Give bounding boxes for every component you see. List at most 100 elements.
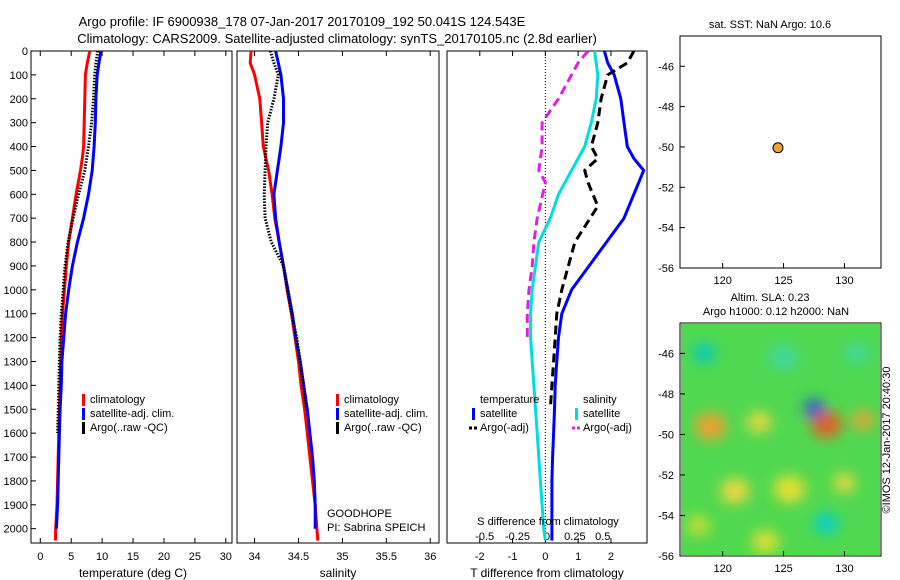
map-y-tick-label: -46: [658, 61, 674, 73]
s-tick-label: 0.25: [564, 531, 585, 543]
map-y-tick-label: -54: [658, 223, 674, 235]
temperature-xlabel: temperature (deg C): [79, 566, 187, 580]
legend-sal-satellite-swatch: [575, 408, 578, 420]
x-tick-label: 35.5: [376, 551, 397, 563]
sla-blob: [773, 475, 806, 503]
sla-map-ticks: 120 125 130 -46 -48 -50 -52 -54 -56: [658, 348, 854, 575]
legend-climatology-label: climatology: [344, 394, 400, 406]
sla-blob: [804, 399, 824, 417]
y-tick-label: 2000: [4, 524, 28, 536]
x-tick-label: 35: [336, 551, 348, 563]
legend-sal-argo-label: Argo(-adj): [583, 422, 632, 434]
title-line-2: Climatology: CARS2009. Satellite-adjuste…: [77, 31, 597, 46]
x-tick-label: 34: [248, 551, 260, 563]
y-tick-label: 800: [10, 237, 28, 249]
map-x-tick-label: 130: [835, 275, 853, 287]
pi-name: PI: Sabrina SPEICH: [327, 522, 425, 534]
x-tick-label: 34.5: [288, 551, 309, 563]
figure-title: Argo profile: IF 6900938_178 07-Jan-2017…: [77, 14, 597, 46]
sla-title-line-2: Argo h1000: 0.12 h2000: NaN: [703, 306, 849, 318]
legend-temp-satellite-swatch: [472, 408, 475, 420]
s-tick-label: 0.5: [595, 531, 610, 543]
x-tick-label: -2: [475, 551, 485, 563]
y-tick-label: 200: [10, 94, 28, 106]
legend-satellite-swatch: [336, 408, 339, 420]
y-tick-label: 1200: [4, 333, 28, 345]
x-tick-label: 0: [542, 551, 548, 563]
x-tick-label: 5: [68, 551, 74, 563]
salinity-axis-ticks: 34 34.5 35 35.5 36: [248, 51, 436, 563]
legend-argo-swatch: [336, 422, 339, 434]
s-difference-axis-ticks: -0.5 -0.25 0 0.25 0.5: [475, 531, 610, 543]
difference-legend: temperature salinity satellite Argo(-adj…: [469, 394, 632, 434]
map-y-tick-label: -56: [658, 551, 674, 563]
s-tick-label: -0.25: [505, 531, 530, 543]
temperature-series: [53, 50, 103, 541]
legend-sal-satellite-label: satellite: [583, 408, 620, 420]
map-x-tick-label: 120: [713, 275, 731, 287]
y-tick-label: 500: [10, 165, 28, 177]
difference-series: [525, 50, 646, 541]
x-tick-label: 20: [158, 551, 170, 563]
sla-title-line-1: Altim. SLA: 0.23: [731, 292, 810, 304]
legend-satellite-swatch: [82, 408, 85, 420]
location-map-panel: sat. SST: NaN Argo: 10.6 120 125 130 -46 -48…: [658, 19, 882, 287]
sla-blob: [810, 410, 843, 438]
y-tick-label: 900: [10, 261, 28, 273]
map-y-tick-label: -50: [658, 429, 674, 441]
map-y-tick-label: -46: [658, 348, 674, 360]
series-line-temperature-argo-adj-: [548, 50, 636, 410]
y-tick-label: 1300: [4, 356, 28, 368]
map-x-tick-label: 130: [835, 563, 853, 575]
legend-temp-argo-label: Argo(-adj): [480, 422, 529, 434]
y-tick-label: 1400: [4, 380, 28, 392]
y-tick-label: 0: [22, 46, 28, 58]
sla-blob: [751, 530, 779, 554]
series-line-argo-raw-qc-: [262, 50, 308, 410]
legend-salinity-title: salinity: [583, 394, 617, 406]
legend-climatology-swatch: [82, 394, 85, 406]
sla-blob: [814, 513, 839, 534]
map-x-tick-label: 120: [713, 563, 731, 575]
sla-blob: [687, 516, 710, 535]
sla-map-panel: Altim. SLA: 0.23 Argo h1000: 0.12 h2000:…: [658, 292, 893, 575]
y-tick-label: 300: [10, 118, 28, 130]
x-tick-label: 1: [575, 551, 581, 563]
salinity-legend: climatology satellite-adj. clim. Argo(..…: [336, 394, 428, 434]
sla-heatmap: [681, 324, 880, 555]
sla-blob: [768, 345, 799, 370]
map-y-tick-label: -54: [658, 510, 674, 522]
depth-axis-ticks: 0 100 200 300 400 500 600 700 800 900 1000 1100 1200…: [4, 46, 36, 536]
y-tick-label: 400: [10, 142, 28, 154]
t-difference-xlabel: T difference from climatology: [470, 566, 624, 580]
y-tick-label: 1600: [4, 428, 28, 440]
title-line-1: Argo profile: IF 6900938_178 07-Jan-2017…: [79, 14, 526, 29]
project-name: GOODHOPE: [327, 508, 392, 520]
sla-blob: [694, 412, 727, 440]
legend-argo-label: Argo(..raw -QC): [344, 422, 422, 434]
legend-climatology-label: climatology: [90, 394, 146, 406]
map-x-tick-label: 125: [774, 275, 792, 287]
y-tick-label: 100: [10, 70, 28, 82]
salinity-series: [248, 50, 320, 541]
x-tick-label: 2: [608, 551, 614, 563]
sla-blob: [851, 410, 874, 430]
legend-satellite-label: satellite-adj. clim.: [90, 408, 174, 420]
legend-temp-satellite-label: satellite: [480, 408, 517, 420]
y-tick-label: 1100: [4, 309, 28, 321]
salinity-xlabel: salinity: [320, 566, 357, 580]
y-tick-label: 1500: [4, 404, 28, 416]
y-tick-label: 600: [10, 189, 28, 201]
map-y-tick-label: -52: [658, 470, 674, 482]
x-tick-label: -1: [508, 551, 518, 563]
map-y-tick-label: -48: [658, 102, 674, 114]
sla-blob: [833, 473, 856, 493]
legend-temperature-title: temperature: [480, 394, 539, 406]
legend-climatology-swatch: [336, 394, 339, 406]
series-line-temperature-satellite: [550, 50, 646, 541]
series-line-salinity-argo-adj-: [525, 50, 590, 338]
difference-panel: -2 -1 0 1 2 -0.5 -0.25 0 0.25 0.5 S difference f…: [446, 50, 648, 580]
location-map-ticks: 120 125 130 -46 -48 -50 -52 -54 -56: [658, 61, 854, 287]
y-tick-label: 700: [10, 213, 28, 225]
sla-anomaly-blobs: [687, 343, 874, 554]
